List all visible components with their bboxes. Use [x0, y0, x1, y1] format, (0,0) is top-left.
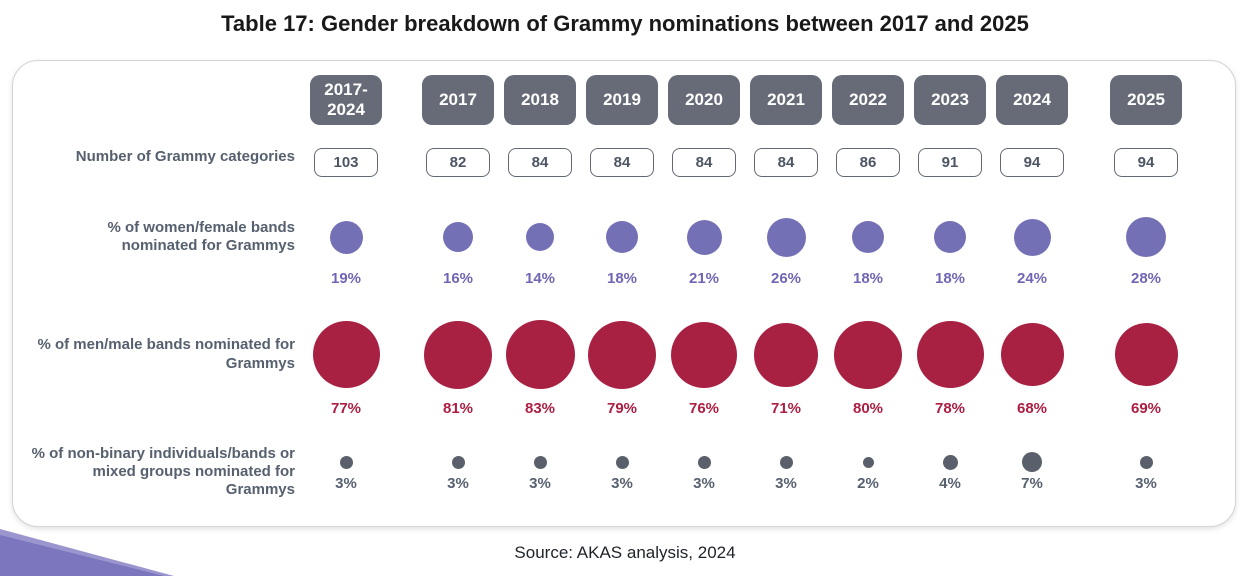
men-value: 68% [1016, 399, 1048, 417]
category-count-box: 94 [1000, 148, 1064, 177]
year-header-row: 2017-2024 2017 2018 2019 2020 2021 2022 … [29, 75, 1235, 125]
men-value: 83% [524, 399, 556, 417]
women-bubble [686, 219, 722, 255]
category-count-box: 84 [590, 148, 654, 177]
nonbinary-value: 2% [857, 475, 879, 492]
women-bubble [852, 221, 884, 253]
men-value: 69% [1130, 399, 1162, 417]
year-badge: 2022 [832, 75, 904, 125]
nonbinary-value: 3% [335, 475, 357, 492]
year-badge: 2024 [996, 75, 1068, 125]
men-value: 76% [688, 399, 720, 417]
men-bubble [424, 320, 492, 389]
women-value: 18% [606, 270, 638, 287]
category-count-box: 86 [836, 148, 900, 177]
men-bubble [1114, 323, 1178, 386]
year-badge: 2019 [586, 75, 658, 125]
women-row: % of women/female bands nominated for Gr… [29, 205, 1235, 288]
men-bubble [671, 321, 737, 388]
women-value: 18% [852, 270, 884, 287]
women-value: 26% [770, 270, 802, 287]
category-count-box: 94 [1114, 148, 1178, 177]
women-bubble [934, 221, 966, 253]
nonbinary-bubble [533, 455, 547, 469]
category-count-box: 103 [314, 148, 378, 177]
men-bubble [1000, 323, 1064, 386]
nonbinary-value: 4% [939, 475, 961, 492]
men-value: 78% [934, 399, 966, 417]
corner-decoration [0, 526, 180, 576]
women-value: 28% [1130, 270, 1162, 287]
nonbinary-bubble [339, 455, 353, 469]
nonbinary-value: 3% [1135, 475, 1157, 492]
nonbinary-value: 7% [1021, 475, 1043, 492]
row-label-nonbinary: % of non-binary individuals/bands or mix… [31, 444, 295, 499]
year-badge: 2021 [750, 75, 822, 125]
nonbinary-bubble [942, 454, 958, 470]
men-value: 77% [330, 399, 362, 417]
men-bubble [588, 320, 656, 389]
source-note: Source: AKAS analysis, 2024 [514, 543, 736, 562]
year-badge: 2025 [1110, 75, 1182, 125]
nonbinary-value: 3% [693, 475, 715, 492]
women-bubble [1126, 217, 1166, 257]
nonbinary-bubble [1139, 455, 1153, 469]
nonbinary-bubble [1022, 452, 1042, 472]
women-bubble [606, 221, 638, 253]
nonbinary-value: 3% [775, 475, 797, 492]
men-bubble [834, 320, 902, 389]
category-count-box: 91 [918, 148, 982, 177]
men-value: 80% [852, 399, 884, 417]
category-count-box: 84 [508, 148, 572, 177]
women-bubble [766, 217, 806, 257]
nonbinary-bubble [862, 456, 874, 468]
women-bubble [1013, 218, 1051, 256]
men-bubble [916, 321, 984, 388]
category-count-box: 84 [672, 148, 736, 177]
men-value: 71% [770, 399, 802, 417]
category-count-box: 82 [426, 148, 490, 177]
row-label-men: % of men/male bands nominated for Grammy… [37, 336, 295, 372]
women-bubble [526, 223, 554, 251]
nonbinary-value: 3% [529, 475, 551, 492]
year-badge: 2023 [914, 75, 986, 125]
men-bubble [754, 322, 818, 387]
women-value: 21% [688, 270, 720, 287]
categories-row: Number of Grammy categories 103 82 84 84… [29, 148, 1235, 177]
women-value: 14% [524, 270, 556, 287]
year-badge: 2018 [504, 75, 576, 125]
table-card: 2017-2024 2017 2018 2019 2020 2021 2022 … [12, 60, 1236, 527]
women-value: 19% [330, 270, 362, 287]
nonbinary-bubble [615, 455, 629, 469]
year-badge: 2020 [668, 75, 740, 125]
women-bubble [443, 222, 473, 252]
women-bubble [329, 220, 363, 254]
nonbinary-bubble [779, 455, 793, 469]
men-bubble [505, 320, 575, 389]
nonbinary-bubble [697, 455, 711, 469]
row-label-categories: Number of Grammy categories [75, 148, 295, 165]
year-badge: 2017 [422, 75, 494, 125]
year-badge: 2017-2024 [310, 75, 382, 125]
men-bubble [312, 321, 380, 388]
nonbinary-value: 3% [611, 475, 633, 492]
men-value: 81% [442, 399, 474, 417]
chart-title: Table 17: Gender breakdown of Grammy nom… [221, 11, 1029, 36]
row-label-women: % of women/female bands nominated for Gr… [107, 218, 295, 254]
women-value: 16% [442, 270, 474, 287]
men-value: 79% [606, 399, 638, 417]
men-row: % of men/male bands nominated for Grammy… [29, 315, 1235, 418]
women-value: 24% [1016, 270, 1048, 287]
nonbinary-bubble [451, 455, 465, 469]
nonbinary-row: % of non-binary individuals/bands or mix… [29, 444, 1235, 499]
nonbinary-value: 3% [447, 475, 469, 492]
category-count-box: 84 [754, 148, 818, 177]
women-value: 18% [934, 270, 966, 287]
